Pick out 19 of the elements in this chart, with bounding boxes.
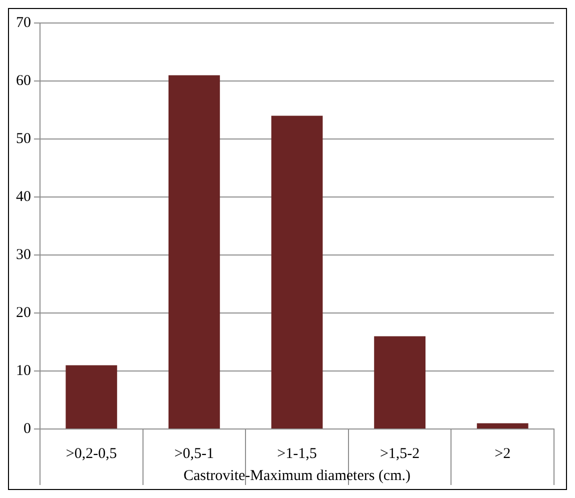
y-tick-label: 60 (16, 72, 31, 89)
x-tick-label: >0,5-1 (174, 446, 214, 462)
y-tick-label: 20 (16, 304, 31, 321)
x-tick-label: >1-1,5 (277, 446, 317, 462)
y-tick-label: 10 (16, 362, 31, 379)
x-tick-label: >1,5-2 (380, 446, 420, 462)
x-tick-label: >2 (494, 446, 511, 462)
y-tick-label: 50 (16, 130, 31, 147)
bar (271, 116, 323, 428)
bar (374, 336, 426, 428)
bar (168, 75, 220, 428)
y-tick-label: 40 (16, 188, 31, 205)
bar (476, 423, 528, 428)
x-axis-title: Castrovite-Maximum diameters (cm.) (183, 468, 411, 484)
y-tick-label: 30 (16, 246, 31, 263)
x-tick-label: >0,2-0,5 (66, 446, 117, 462)
bar (66, 365, 118, 428)
y-tick-label: 70 (16, 14, 31, 31)
y-tick-label: 0 (24, 420, 31, 437)
